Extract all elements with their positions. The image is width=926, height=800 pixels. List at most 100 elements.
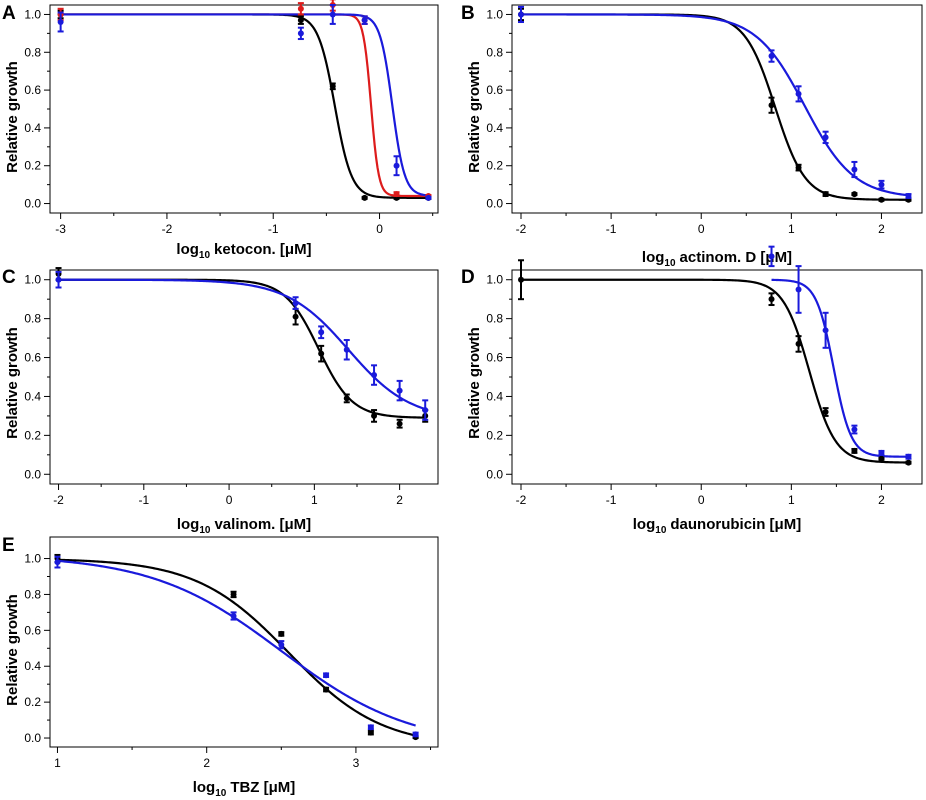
- panel-d-x-axis-label-sub: 10: [655, 525, 667, 536]
- data-point: [795, 340, 802, 347]
- panel-b-x-axis-label-log: log: [642, 249, 665, 266]
- panel-c-x-axis-label: log10 valinom. [μM]: [177, 516, 311, 536]
- data-point: [54, 559, 61, 566]
- data-point: [329, 83, 336, 90]
- data-point: [393, 162, 400, 169]
- data-point: [822, 134, 829, 141]
- x-tick-label: -2: [516, 222, 527, 236]
- data-point: [878, 181, 885, 188]
- y-tick-label: 0.2: [24, 695, 41, 709]
- x-tick-label: -1: [268, 222, 279, 236]
- data-point: [905, 459, 912, 466]
- panel-d-y-ticks: 0.0 0.2 0.4 0.6 0.8 1.0: [486, 273, 512, 481]
- data-point: [297, 30, 304, 37]
- data-point: [292, 313, 299, 320]
- data-point: [878, 455, 885, 462]
- y-tick-label: 0.4: [486, 389, 503, 403]
- fit-curve-series-1: [521, 278, 909, 464]
- data-point: [292, 300, 299, 307]
- panel-b-x-axis-label: log10 actinom. D [μM]: [642, 249, 792, 269]
- fit-curve-series-3: [60, 13, 429, 197]
- panel-e: E Relative growth 1 2 3 0.0 0.2 0.4 0.6 0.8 1.0…: [2, 535, 439, 799]
- y-tick-label: 1.0: [486, 7, 503, 21]
- x-tick-label: 1: [788, 222, 795, 236]
- data-point: [318, 329, 325, 336]
- x-tick-label: 1: [788, 493, 795, 507]
- panel-b-x-ticks: -2 -1 0 1 2: [516, 213, 885, 236]
- panel-e-points: [54, 553, 419, 741]
- data-point: [822, 327, 829, 334]
- y-tick-label: 0.6: [486, 351, 503, 365]
- x-tick-label: -1: [606, 493, 617, 507]
- panel-e-x-axis-label-log: log: [193, 779, 216, 796]
- y-tick-label: 0.2: [24, 159, 41, 173]
- x-tick-label: 3: [353, 756, 360, 770]
- data-point: [278, 630, 285, 637]
- panel-b-x-axis-label-sub: 10: [664, 258, 676, 269]
- panel-a-x-axis-label-log: log: [176, 241, 199, 258]
- panel-a-y-axis-label: Relative growth: [4, 61, 21, 173]
- y-tick-label: 0.4: [24, 121, 41, 135]
- data-point: [851, 191, 858, 198]
- x-tick-label: 2: [878, 493, 885, 507]
- data-point: [425, 194, 432, 201]
- data-point: [297, 17, 304, 24]
- data-point: [518, 276, 525, 283]
- panel-d-letter: D: [461, 267, 475, 288]
- panel-b-curves: [521, 13, 909, 201]
- panel-c-x-ticks: -2 -1 0 1 2: [53, 484, 403, 507]
- y-tick-label: 0.8: [486, 312, 503, 326]
- panel-c-curves: [58, 278, 426, 419]
- y-tick-label: 0.2: [24, 428, 41, 442]
- panel-d-points: [518, 245, 912, 466]
- panel-c-x-axis-label-text: valinom. [μM]: [214, 516, 311, 533]
- panel-a: A Relative growth -3 -2 -1 0 0.00.20.40.60.…: [2, 0, 439, 261]
- y-tick-label: 0.4: [486, 121, 503, 135]
- y-tick-label: 0.8: [24, 45, 41, 59]
- panel-e-y-ticks: 0.0 0.2 0.4 0.6 0.8 1.0: [24, 552, 50, 745]
- panel-d-x-axis-label-log: log: [633, 516, 656, 533]
- data-point: [905, 192, 912, 199]
- data-point: [768, 296, 775, 303]
- data-point: [768, 253, 775, 260]
- data-point: [343, 346, 350, 353]
- y-tick-label: 0.8: [24, 587, 41, 601]
- panel-a-letter: A: [2, 3, 16, 24]
- data-point: [905, 453, 912, 460]
- panel-a-x-axis-label-sub: 10: [199, 250, 211, 261]
- data-point: [795, 90, 802, 97]
- data-point: [412, 731, 419, 738]
- y-tick-label: 1.0: [24, 273, 41, 287]
- panel-b-x-axis-label-text: actinom. D [μM]: [680, 249, 793, 266]
- x-tick-label: 2: [203, 756, 210, 770]
- y-tick-label: 0.4: [24, 659, 41, 673]
- x-tick-label: -2: [162, 222, 173, 236]
- y-tick-label: 0.0: [24, 467, 41, 481]
- data-point: [329, 11, 336, 18]
- data-point: [795, 164, 802, 171]
- y-tick-label: 0.2: [486, 159, 503, 173]
- data-point: [367, 729, 374, 736]
- data-point: [795, 286, 802, 293]
- panel-a-y-ticks: 0.0 0.2 0.4 0.6 0.8 1.0: [24, 7, 50, 211]
- data-point: [851, 426, 858, 433]
- data-point: [768, 102, 775, 109]
- data-point: [878, 449, 885, 456]
- data-point: [851, 166, 858, 173]
- y-tick-label: 0.2: [486, 428, 503, 442]
- panel-d-x-axis-label: log10 daunorubicin [μM]: [633, 516, 801, 536]
- data-point: [361, 17, 368, 24]
- panel-e-letter: E: [2, 535, 15, 556]
- data-point: [396, 420, 403, 427]
- y-tick-label: 1.0: [24, 552, 41, 566]
- fit-curve-series-2: [58, 278, 426, 411]
- y-tick-label: 1.0: [486, 273, 503, 287]
- panel-b-letter: B: [461, 3, 475, 24]
- panel-b-points: [518, 5, 912, 203]
- panel-a-x-ticks: -3 -2 -1 0: [55, 213, 434, 236]
- y-tick-label: 0.6: [486, 83, 503, 97]
- x-tick-label: -1: [138, 493, 149, 507]
- x-tick-label: -3: [55, 222, 66, 236]
- data-point: [343, 395, 350, 402]
